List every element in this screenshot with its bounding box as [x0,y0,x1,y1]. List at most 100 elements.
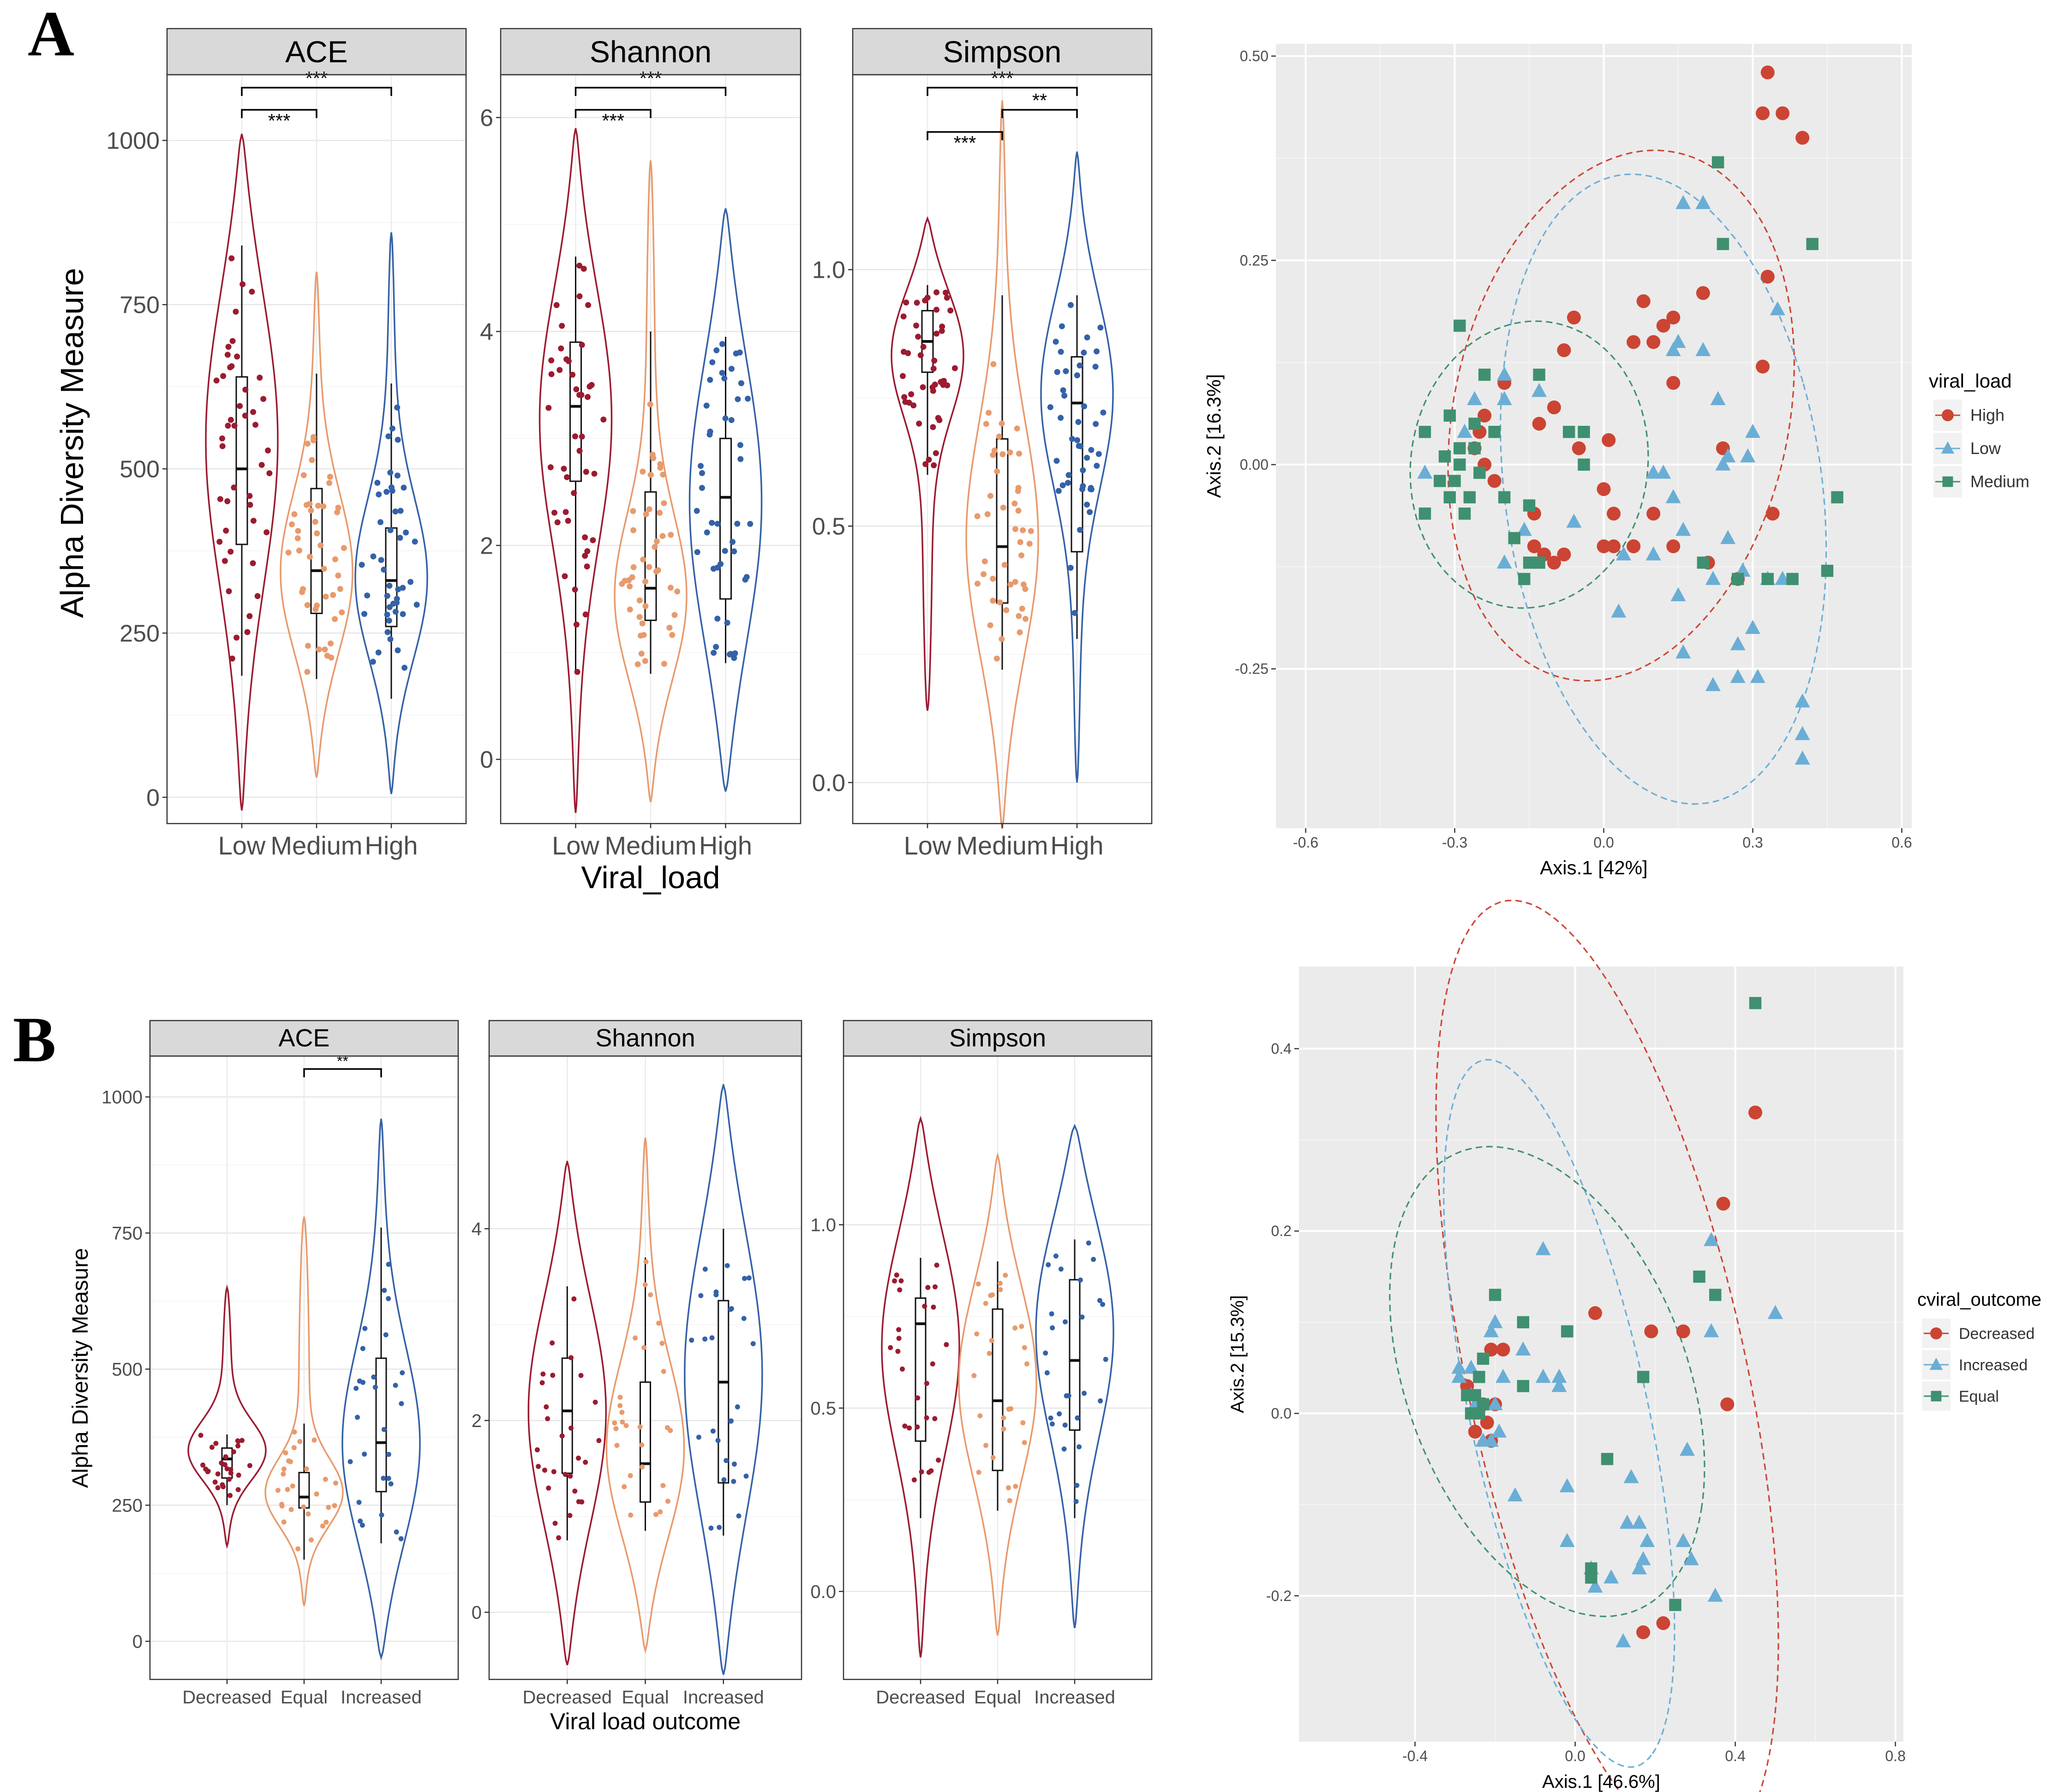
data-point [224,352,231,358]
data-point [732,650,738,657]
data-point [990,597,996,604]
data-point [1061,393,1068,399]
data-point [660,1483,666,1488]
data-point [719,370,725,376]
y-tick-label: 750 [120,292,160,318]
data-point [540,1371,546,1377]
data-point [388,1481,394,1487]
data-point [297,1439,303,1444]
data-point [306,501,313,507]
data-point [710,566,717,572]
data-point [933,330,940,337]
box-iqr [561,1357,573,1474]
point-circle [1607,507,1621,521]
facet-title: Simpson [943,35,1062,69]
data-point [990,452,996,458]
data-point [556,1535,562,1541]
data-point [1067,565,1074,571]
data-point [894,1272,899,1278]
data-point [661,500,667,507]
data-point [1013,1484,1018,1489]
data-point [389,488,395,494]
violin-increased [341,1118,421,1661]
x-tick-label: Decreased [523,1687,612,1708]
data-point [709,1335,715,1341]
point-circle [1557,547,1571,561]
data-point [407,579,414,585]
point-square [1831,491,1843,504]
data-point [1047,404,1053,410]
data-point [385,433,392,440]
data-point [580,266,587,272]
point-square [1454,319,1466,332]
data-point [306,554,313,560]
data-point [1063,1319,1068,1325]
y-tick-label: -0.2 [1266,1588,1292,1604]
data-point [932,382,938,388]
data-point [994,468,1000,475]
data-point [931,1304,936,1310]
pcoa-chart-a: -0.6 -0.3 0.0 0.3 0.6 -0.25 0.00 0.25 0.50 Axis.1… [1203,44,2029,878]
significance-label: *** [954,132,976,154]
point-circle [1666,539,1681,554]
legend-title: viral_load [1929,370,2012,392]
data-point [387,469,394,476]
point-triangle [1675,644,1691,659]
point-triangle [1496,391,1512,406]
data-point [666,625,673,631]
data-point [219,443,226,449]
data-point [551,1469,556,1475]
confidence-ellipse-increased [1443,1059,1675,1768]
significance-bracket [241,109,317,118]
point-circle [1547,556,1561,570]
data-point [301,1504,306,1510]
data-point [1028,528,1034,534]
data-point [1061,1446,1067,1452]
point-triangle [1566,514,1582,528]
data-point [646,506,652,513]
data-point [381,1475,386,1481]
y-tick-label: 0 [472,1603,482,1623]
point-square [1488,425,1501,438]
data-point [897,1287,903,1293]
data-point [1064,1393,1069,1398]
point-triangle [1603,1569,1619,1584]
data-point [1084,334,1090,340]
data-point [377,519,383,526]
data-point [726,651,733,657]
data-point [395,586,401,592]
point-triangle [1551,1368,1567,1383]
data-point [900,1366,905,1372]
data-point [926,456,932,463]
data-point [551,509,557,516]
data-point [977,1413,983,1419]
data-point [896,1327,902,1332]
data-point [974,1331,980,1337]
data-point [652,544,658,550]
data-point [1020,1420,1026,1426]
data-point [384,611,390,618]
y-tick-label: 2 [480,532,493,559]
data-point [1007,1498,1012,1503]
data-point [628,1512,634,1518]
facet-strip [500,28,802,76]
point-circle [1527,539,1541,554]
data-point [221,1484,226,1489]
data-point [1020,527,1026,533]
point-square [1562,425,1575,438]
data-point [722,415,729,422]
point-triangle [1496,554,1512,569]
data-point [568,1355,574,1361]
data-point [710,1428,716,1434]
data-point [1012,579,1018,585]
point-triangle [1770,301,1785,316]
data-point [737,456,744,462]
data-point [1073,1499,1079,1504]
data-point [713,644,719,650]
point-triangle [1929,1357,1943,1370]
point-circle [1696,286,1710,300]
point-triangle [1551,1378,1567,1392]
violin-equal [264,1216,344,1607]
data-point [1012,1325,1018,1331]
data-point [358,1518,363,1524]
